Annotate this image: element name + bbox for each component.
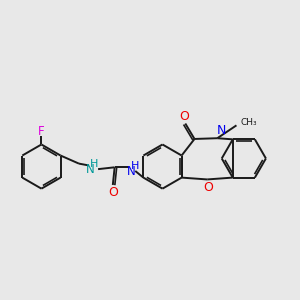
Text: O: O xyxy=(203,181,213,194)
Text: O: O xyxy=(108,186,118,199)
Text: N: N xyxy=(85,163,94,176)
Text: H: H xyxy=(90,159,99,169)
Text: N: N xyxy=(217,124,226,136)
Text: N: N xyxy=(127,165,135,178)
Text: CH₃: CH₃ xyxy=(241,118,257,127)
Text: H: H xyxy=(131,161,140,171)
Text: O: O xyxy=(180,110,190,123)
Text: F: F xyxy=(38,125,45,138)
